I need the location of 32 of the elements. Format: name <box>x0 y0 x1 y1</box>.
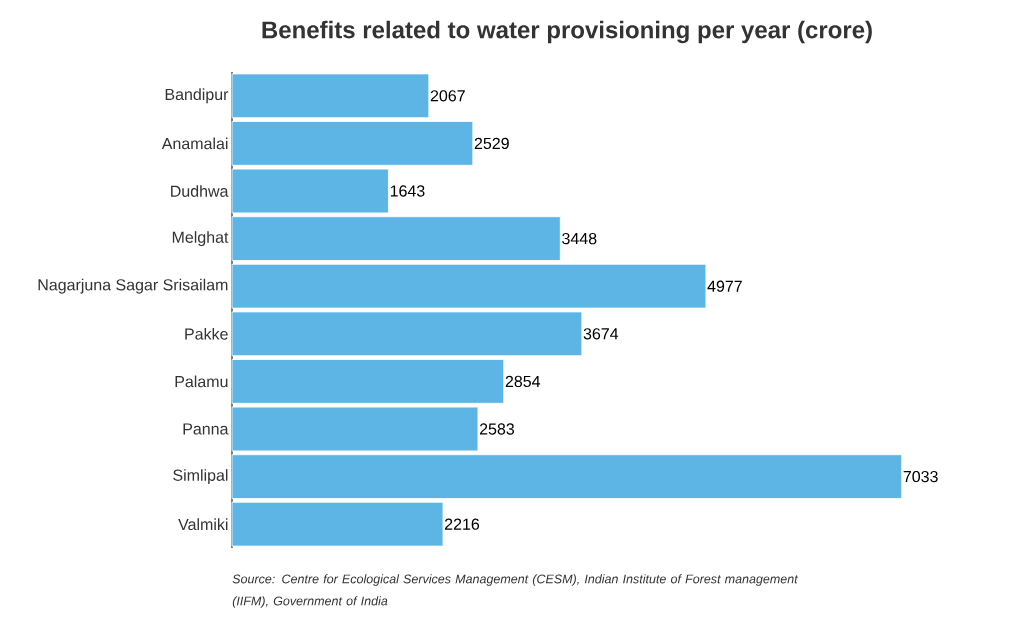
bar <box>231 311 583 357</box>
data-label: 2067 <box>430 90 465 102</box>
bar <box>231 121 474 166</box>
data-label: 2216 <box>445 518 480 530</box>
chart-title: Benefits related to water provisioning per year (crore) <box>262 20 872 44</box>
y-tick-label: Bandipur <box>165 88 229 104</box>
y-tick-label: Nagarjuna Sagar Srisailam <box>38 278 228 294</box>
y-tick-label: Valmiki <box>178 518 228 531</box>
data-label: 1643 <box>390 185 425 197</box>
data-label: 2529 <box>474 137 509 150</box>
bar <box>231 501 444 547</box>
y-tick-label: Palamu <box>175 375 228 388</box>
data-label: 4977 <box>707 280 742 292</box>
bar <box>231 168 389 214</box>
bar <box>231 359 505 404</box>
data-label: 7033 <box>903 470 938 483</box>
data-label: 2854 <box>505 375 541 388</box>
y-tick-label: Pakke <box>185 327 228 340</box>
data-label: 3674 <box>583 328 619 340</box>
y-tick-label: Simlipal <box>173 469 228 485</box>
data-label: 2583 <box>479 423 515 435</box>
data-label: 3448 <box>562 232 597 245</box>
y-tick-label: Anamalai <box>161 137 228 150</box>
y-tick-label: Panna <box>183 423 229 435</box>
source-note: Source: Centre for Ecological Services Management (CESM), Indian Institute of Forest management (IIFM), Government of India <box>232 574 799 608</box>
bar <box>231 216 561 261</box>
bar <box>231 406 479 452</box>
y-tick-label: Dudhwa <box>171 185 229 197</box>
bar <box>231 263 707 309</box>
bar <box>231 73 430 119</box>
bar <box>231 454 903 499</box>
y-tick-label: Melghat <box>172 231 229 247</box>
